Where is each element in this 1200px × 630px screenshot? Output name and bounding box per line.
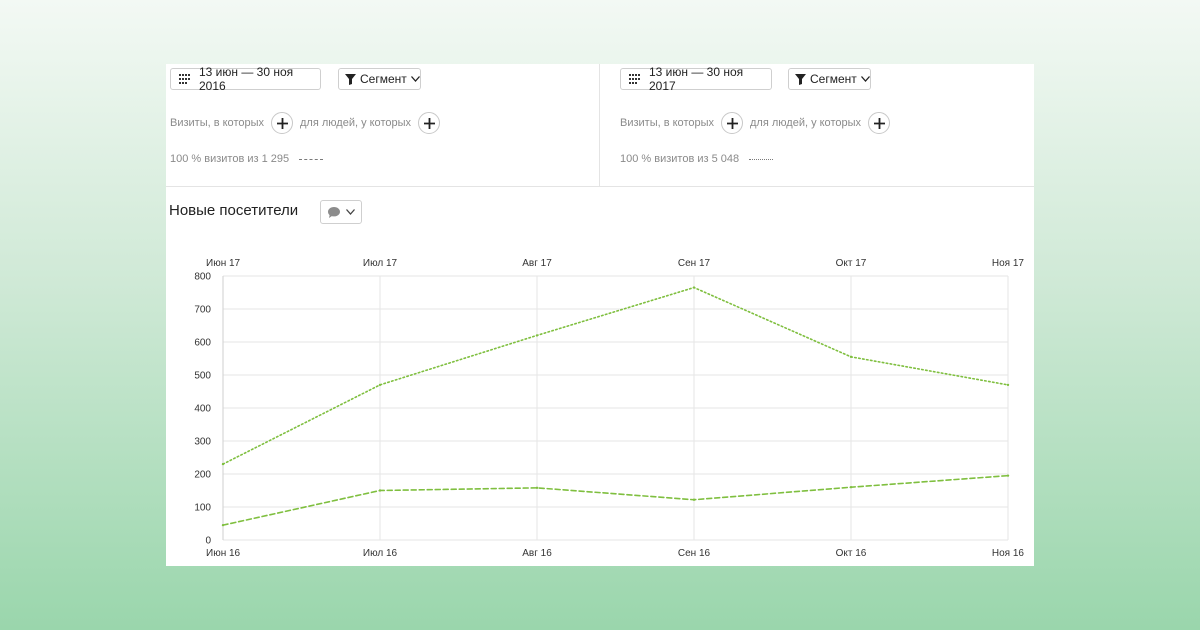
add-people-condition-button[interactable]: [418, 112, 440, 134]
x-bottom-tick-label: Авг 16: [522, 548, 552, 559]
report-panel: 13 июн — 30 ноя 2016 Сегмент Визиты, в к…: [166, 64, 1034, 566]
series-line-2017: [222, 286, 1009, 465]
data-point-2017: [535, 334, 539, 337]
x-top-tick-label: Ноя 17: [992, 258, 1025, 269]
date-range-label: 13 июн — 30 ноя 2017: [649, 65, 744, 93]
x-top-tick-label: Авг 17: [522, 258, 552, 269]
column-divider: [599, 64, 600, 186]
y-tick-label: 200: [194, 470, 211, 481]
people-condition-label: для людей, у которых: [750, 117, 861, 129]
chevron-down-icon: [410, 76, 420, 82]
data-point-2016: [849, 486, 853, 489]
x-bottom-tick-label: Сен 16: [678, 548, 711, 559]
visits-summary-text: 100 % визитов из 1 295: [170, 153, 290, 165]
segment-button[interactable]: Сегмент: [788, 68, 871, 90]
visits-summary-text: 100 % визитов из 5 048: [620, 153, 740, 165]
segment-label: Сегмент: [810, 72, 857, 86]
dotted-line-legend: [749, 158, 774, 160]
data-point-2017: [221, 462, 225, 466]
segment-label: Сегмент: [360, 72, 407, 86]
visits-summary: 100 % визитов из 5 048: [620, 153, 774, 165]
conditions-row: Визиты, в которых для людей, у которых: [170, 111, 447, 135]
data-point-2017: [849, 355, 853, 359]
y-tick-label: 600: [194, 338, 211, 349]
data-point-2016: [692, 498, 696, 501]
plus-icon: [726, 117, 738, 129]
segment-column-2016: 13 июн — 30 ноя 2016 Сегмент Визиты, в к…: [166, 64, 600, 186]
calendar-icon: [629, 74, 641, 84]
y-tick-label: 500: [194, 371, 211, 382]
speech-bubble-icon: [327, 206, 340, 218]
data-point-2017: [378, 383, 382, 387]
plus-icon: [276, 117, 288, 129]
x-top-tick-label: Июн 17: [206, 258, 241, 269]
add-visit-condition-button[interactable]: [721, 112, 743, 134]
data-point-2016: [535, 486, 539, 490]
x-top-tick-label: Июл 17: [363, 258, 398, 269]
visits-condition-label: Визиты, в которых: [170, 117, 264, 129]
filter-icon: [345, 73, 356, 85]
add-people-condition-button[interactable]: [868, 112, 890, 134]
y-tick-label: 800: [194, 272, 211, 283]
date-range-button[interactable]: 13 июн — 30 ноя 2016: [170, 65, 321, 93]
y-tick-label: 700: [194, 305, 211, 316]
plus-icon: [423, 117, 435, 129]
data-point-2017: [692, 286, 696, 289]
y-tick-label: 300: [194, 437, 211, 448]
y-tick-label: 0: [205, 536, 211, 547]
segment-column-2017: 13 июн — 30 ноя 2017 Сегмент Визиты, в к…: [600, 64, 1034, 186]
metric-title: Новые посетители: [169, 202, 299, 219]
x-bottom-tick-label: Июл 16: [363, 548, 398, 559]
x-top-tick-label: Сен 17: [678, 258, 711, 269]
data-point-2016: [1006, 474, 1010, 477]
date-range-button[interactable]: 13 июн — 30 ноя 2017: [620, 65, 772, 93]
filter-icon: [795, 73, 806, 85]
segment-button[interactable]: Сегмент: [338, 68, 421, 90]
chevron-down-icon: [345, 209, 355, 215]
series-line-2016: [222, 474, 1009, 526]
visits-condition-label: Визиты, в которых: [620, 117, 714, 129]
data-point-2016: [221, 523, 225, 527]
data-point-2017: [1006, 383, 1010, 387]
add-visit-condition-button[interactable]: [271, 112, 293, 134]
people-condition-label: для людей, у которых: [300, 117, 411, 129]
x-bottom-tick-label: Ноя 16: [992, 548, 1025, 559]
chevron-down-icon: [860, 76, 870, 82]
x-bottom-tick-label: Июн 16: [206, 548, 241, 559]
new-visitors-chart: 0 100 200 300 400 500 600 700 800 Июн 17 Июл 17 Авг…: [194, 258, 1025, 559]
x-top-tick-label: Окт 17: [836, 258, 867, 269]
y-tick-label: 100: [194, 503, 211, 514]
x-bottom-tick-label: Окт 16: [836, 548, 867, 559]
date-range-label: 13 июн — 30 ноя 2016: [199, 65, 294, 93]
data-point-2016: [378, 489, 382, 492]
calendar-icon: [179, 74, 191, 84]
section-divider: [166, 186, 1034, 187]
dashed-line-legend: [299, 158, 324, 160]
y-tick-label: 400: [194, 404, 211, 415]
conditions-row: Визиты, в которых для людей, у которых: [620, 111, 897, 135]
visits-summary: 100 % визитов из 1 295: [170, 153, 324, 165]
metric-type-selector[interactable]: [320, 200, 362, 224]
plus-icon: [873, 117, 885, 129]
